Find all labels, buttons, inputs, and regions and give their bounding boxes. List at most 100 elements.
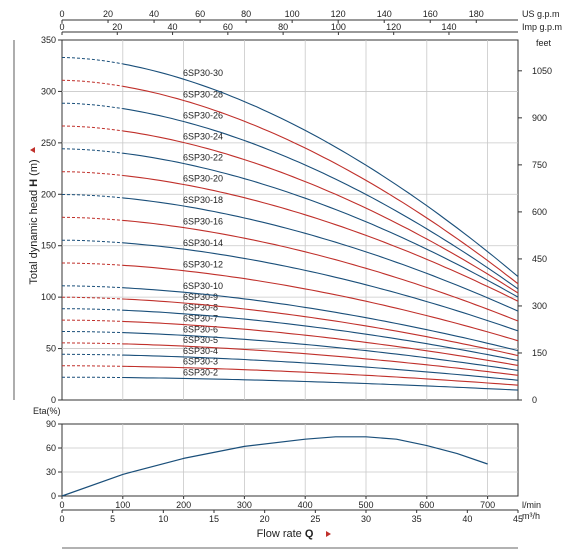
curve-label-6SP30-4: 6SP30-4 [183,346,218,356]
y-tick-label: 50 [46,344,56,354]
curve-6SP30-3 [122,365,519,386]
y-tick-label: 200 [41,189,56,199]
curve-6SP30-7 [122,320,519,366]
eta-curve [61,436,488,497]
m3h-axis-label: m³/h [522,511,540,521]
curve-6SP30-30 [122,63,519,278]
y-tick-label: 250 [41,138,56,148]
m3h-tick-label: 5 [110,514,115,524]
curve-6SP30-6-dashed [62,331,123,334]
x-axis-title-arrow [326,531,331,537]
eta-y-tick-label: 90 [46,419,56,429]
curve-6SP30-10 [122,287,519,352]
y-axis-title: Total dynamic head H (m) [28,159,40,284]
curve-label-6SP30-22: 6SP30-22 [183,152,223,162]
curve-label-6SP30-30: 6SP30-30 [183,68,223,78]
lmin-tick-label: 200 [176,500,191,510]
curve-6SP30-16-dashed [61,216,123,221]
impgpm-tick-label: 140 [441,22,456,32]
eta-y-tick-label: 0 [51,491,56,501]
m3h-tick-label: 25 [310,514,320,524]
curve-label-6SP30-18: 6SP30-18 [183,195,223,205]
m3h-tick-label: 20 [260,514,270,524]
y-axis-title-arrow [30,147,35,153]
usgpm-tick-label: 0 [59,9,64,19]
curve-6SP30-6 [122,332,519,371]
curve-label-6SP30-6: 6SP30-6 [183,324,218,334]
lmin-tick-label: 700 [480,500,495,510]
m3h-tick-label: 35 [412,514,422,524]
y-tick-label: 150 [41,241,56,251]
lmin-tick-label: 300 [237,500,252,510]
eta-y-tick-label: 30 [46,467,56,477]
lmin-tick-label: 0 [59,500,64,510]
usgpm-tick-label: 20 [103,9,113,19]
curve-6SP30-22 [122,152,519,298]
y-tick-label: 100 [41,292,56,302]
y-axis-title-unit: (m) [28,159,40,179]
feet-tick-label: 0 [532,395,537,405]
feet-tick-label: 150 [532,348,547,358]
curve-6SP30-12-dashed [62,262,123,266]
curve-label-6SP30-2: 6SP30-2 [183,367,218,377]
y-axis-title-prefix: Total dynamic head [28,187,40,285]
curve-6SP30-12 [122,264,519,342]
impgpm-tick-label: 100 [331,22,346,32]
curve-label-6SP30-5: 6SP30-5 [183,335,218,345]
usgpm-tick-label: 100 [285,9,300,19]
usgpm-tick-label: 160 [423,9,438,19]
curve-6SP30-18 [122,197,519,312]
eta-y-tick-label: 60 [46,443,56,453]
impgpm-tick-label: 60 [223,22,233,32]
curve-6SP30-7-dashed [62,319,123,322]
eta-plot-frame [61,423,519,497]
impgpm-tick-label: 0 [59,22,64,32]
curve-label-6SP30-28: 6SP30-28 [183,89,223,99]
m3h-tick-label: 45 [513,514,523,524]
m3h-tick-label: 0 [59,514,64,524]
lmin-tick-label: 500 [358,500,373,510]
curve-6SP30-4-dashed [62,353,123,356]
usgpm-tick-label: 60 [195,9,205,19]
feet-axis-label: feet [536,38,552,48]
usgpm-tick-label: 80 [241,9,251,19]
usgpm-axis-label: US g.p.m [522,9,560,19]
curve-6SP30-24 [122,130,519,294]
impgpm-tick-label: 40 [168,22,178,32]
curve-6SP30-14 [122,242,519,332]
curve-6SP30-3-dashed [61,365,123,367]
usgpm-tick-label: 140 [377,9,392,19]
x-axis-title: Flow rate Q [257,528,314,540]
curve-label-6SP30-26: 6SP30-26 [183,110,223,120]
impgpm-tick-label: 120 [386,22,401,32]
usgpm-tick-label: 180 [469,9,484,19]
lmin-tick-label: 100 [115,500,130,510]
curve-6SP30-5 [122,343,519,376]
curve-6SP30-5-dashed [62,342,123,345]
feet-tick-label: 300 [532,301,547,311]
curve-6SP30-28-dashed [61,79,123,87]
y-tick-label: 300 [41,86,56,96]
curve-6SP30-2 [122,376,519,391]
m3h-tick-label: 40 [462,514,472,524]
curve-label-6SP30-9: 6SP30-9 [183,292,218,302]
curve-6SP30-8 [122,309,519,362]
feet-tick-label: 750 [532,160,547,170]
feet-tick-label: 1050 [532,66,552,76]
m3h-tick-label: 15 [209,514,219,524]
curve-label-6SP30-3: 6SP30-3 [183,357,218,367]
curve-6SP30-9-dashed [61,296,123,300]
curve-6SP30-20 [122,174,519,302]
impgpm-tick-label: 80 [278,22,288,32]
m3h-tick-label: 30 [361,514,371,524]
curve-6SP30-26 [122,108,519,290]
curve-6SP30-10-dashed [61,285,123,289]
curve-label-6SP30-12: 6SP30-12 [183,260,223,270]
feet-tick-label: 900 [532,113,547,123]
eta-axis-label: Eta(%) [33,406,61,416]
curve-label-6SP30-8: 6SP30-8 [183,303,218,313]
curve-6SP30-18-dashed [61,194,123,199]
curve-6SP30-24-dashed [61,125,123,132]
x-axis-title-text: Flow rate [257,528,305,540]
